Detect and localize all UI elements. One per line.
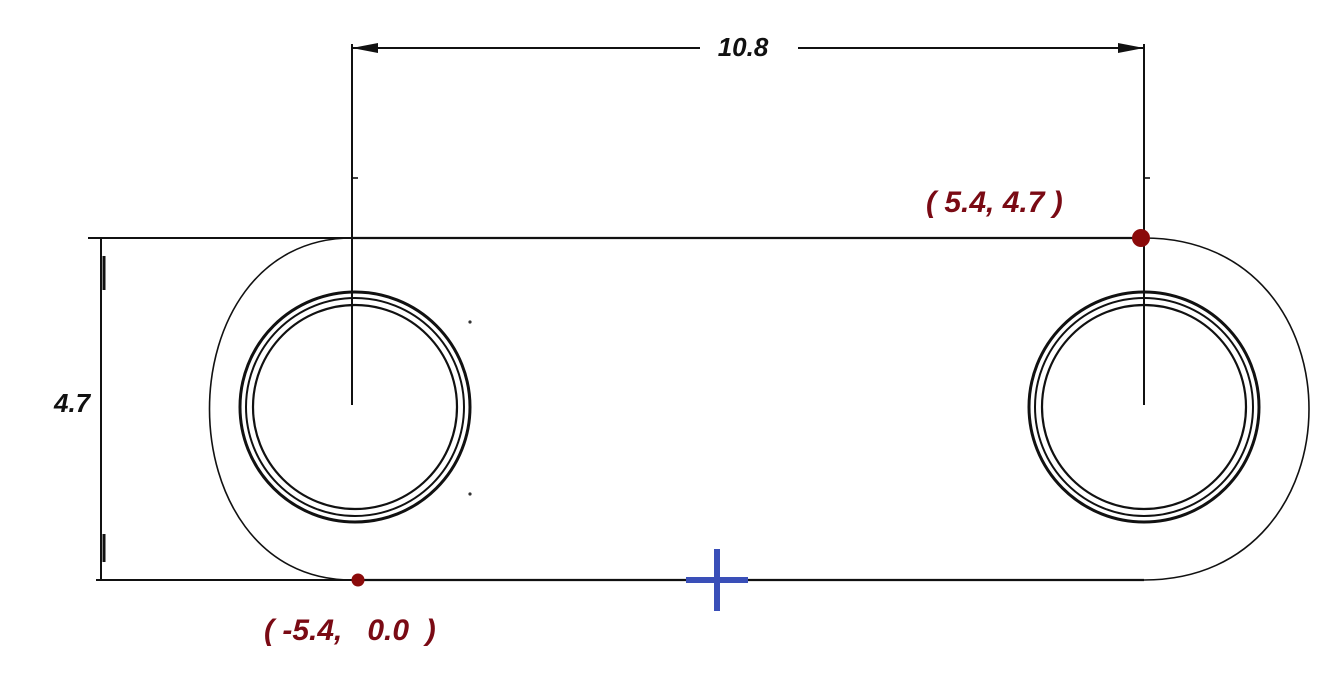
plus-marker-icon	[686, 549, 748, 611]
stray-dot	[468, 492, 472, 496]
height-dimension-label: 4.7	[53, 388, 92, 418]
width-arrowhead-left	[352, 43, 378, 53]
width-dimension	[351, 43, 1150, 405]
bottom-left-point	[351, 573, 365, 587]
top-right-point	[1132, 229, 1150, 247]
width-arrowhead-right	[1118, 43, 1144, 53]
outline-left-arc	[208, 237, 353, 581]
stray-marks	[468, 320, 472, 496]
left-hole-inner-ring	[251, 303, 459, 511]
part-outline	[208, 236, 1310, 582]
left-hole-outer-ring	[238, 290, 472, 524]
left-hole-mid-ring	[245, 297, 465, 517]
width-dimension-label: 10.8	[718, 32, 769, 62]
top-right-point-label: ( 5.4, 4.7 )	[926, 186, 1063, 219]
bottom-left-point-label: ( -5.4, 0.0 )	[264, 614, 436, 647]
outline-right-arc	[1143, 237, 1310, 581]
left-hole	[238, 290, 472, 524]
height-dimension	[88, 237, 352, 581]
stray-dot	[468, 320, 472, 324]
